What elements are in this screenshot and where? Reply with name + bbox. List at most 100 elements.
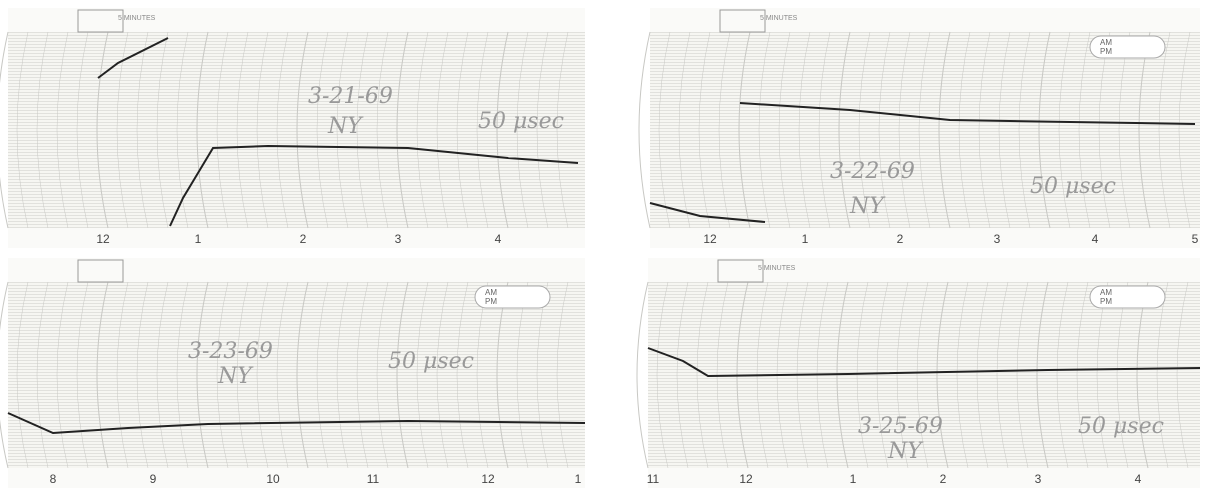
time-arc [156,281,169,469]
header-label: 5 MINUTES [758,265,796,272]
hour-label: 3 [1035,472,1042,486]
time-arc [376,281,389,469]
hour-label: 11 [367,472,380,486]
am-pm-box [1089,35,1166,59]
index-box [717,259,764,283]
time-arc [156,31,169,229]
time-arc [1018,31,1031,229]
time-arc [436,281,449,469]
time-arc [798,31,811,229]
hour-label: 1 [802,232,809,246]
trace [169,144,579,227]
handwritten-place: NY [217,364,254,389]
hour-label: 12 [96,232,110,246]
time-arc [196,281,209,469]
time-arc [918,31,931,229]
time-arc [658,31,671,229]
hour-label: 4 [1092,232,1099,246]
hour-label: 3 [395,232,402,246]
hour-label: 11 [647,472,660,486]
time-arc [396,31,409,229]
time-arc [136,281,149,469]
time-arc [116,31,129,229]
am-pm-box [1089,285,1166,309]
time-arc [958,31,971,229]
time-arc [1076,281,1089,469]
time-arc [738,31,751,229]
time-arc [16,31,29,229]
time-arc [256,281,269,469]
hour-label: 2 [897,232,904,246]
time-arc [636,281,649,469]
time-arc [396,281,409,469]
time-arc [938,31,951,229]
time-arc [276,281,289,469]
handwritten-place: NY [327,114,364,139]
am-pm-label: AM [1100,38,1112,47]
time-arc [16,281,29,469]
time-arc [296,281,309,469]
time-arc [898,31,911,229]
time-arc [336,31,349,229]
handwritten-note: 50 μsec [1030,174,1116,199]
time-arc [176,31,189,229]
time-arc [536,31,549,229]
hour-label: 9 [150,472,157,486]
hour-label: 10 [266,472,280,486]
time-arc [856,281,869,469]
grid-area [650,32,1200,228]
time-arc [996,281,1009,469]
index-box [77,9,124,33]
time-arc [76,281,89,469]
handwritten-note: 50 μsec [1078,414,1164,439]
handwritten-date: 3-25-69 [858,414,943,439]
time-arc [1036,281,1049,469]
index-box [77,259,124,283]
trace [647,347,1201,378]
time-arc [638,31,651,229]
time-arc [838,31,851,229]
time-arc [818,31,831,229]
time-arc [456,281,469,469]
time-arc [516,31,529,229]
time-arc [936,281,949,469]
time-arc [718,31,731,229]
time-arc [876,281,889,469]
time-arc [556,281,569,469]
hour-label: 1 [575,472,582,486]
header-label: 5 MINUTES [760,15,798,22]
time-arc [276,31,289,229]
hour-label: 3 [994,232,1001,246]
handwritten-date: 3-22-69 [830,159,915,184]
time-arc [978,31,991,229]
handwritten-date: 3-23-69 [188,339,273,364]
time-arc [56,31,69,229]
time-arc [896,281,909,469]
time-arc [296,31,309,229]
hour-label: 1 [850,472,857,486]
am-pm-box [474,285,551,309]
time-arc [556,31,569,229]
handwritten-place: NY [887,439,924,464]
hour-label: 2 [940,472,947,486]
am-pm-label: PM [1100,297,1112,306]
time-arc [216,281,229,469]
handwritten-note: 50 μsec [388,349,474,374]
time-arc [476,31,489,229]
time-arc [416,31,429,229]
time-arc [236,281,249,469]
time-arc [376,31,389,229]
header-label: 5 MINUTES [118,15,156,22]
time-arc [1158,31,1171,229]
hour-label: 8 [50,472,57,486]
hour-label: 4 [1135,472,1142,486]
handwritten-date: 3-21-69 [308,84,393,109]
handwritten-place: NY [849,194,886,219]
time-arc [336,281,349,469]
time-arc [216,31,229,229]
trace [97,37,169,79]
am-pm-label: AM [485,288,497,297]
